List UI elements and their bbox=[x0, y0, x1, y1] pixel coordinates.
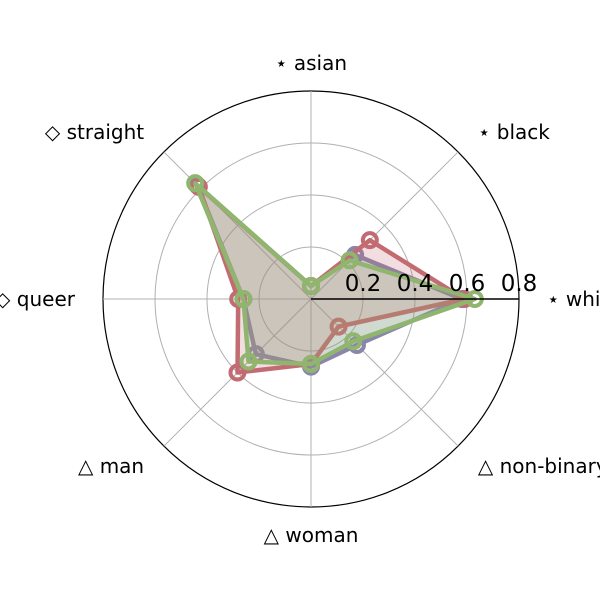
series-point bbox=[302, 355, 320, 373]
series-point bbox=[344, 332, 363, 351]
radial-tick-label: 0.6 bbox=[449, 271, 486, 297]
category-label: ⋆ asian bbox=[275, 51, 347, 75]
series-point bbox=[228, 363, 247, 382]
series-point bbox=[186, 174, 205, 193]
category-label: ⋆ white bbox=[547, 287, 600, 311]
radial-tick-label: 0.2 bbox=[345, 271, 382, 297]
axis-labels: 0.2 0.4 0.6 0.8 ⋆ white ⋆ black ⋆ asian ◇ strai… bbox=[0, 51, 600, 547]
series-point bbox=[329, 317, 348, 336]
series-point bbox=[340, 251, 359, 270]
series-point bbox=[302, 277, 320, 295]
grid-spoke bbox=[310, 151, 459, 300]
category-label: △ woman bbox=[264, 523, 359, 547]
grid-spoke bbox=[163, 151, 312, 300]
category-label: ◇ straight bbox=[45, 120, 144, 144]
series-point bbox=[234, 290, 253, 308]
category-label: ⋆ black bbox=[478, 120, 550, 144]
series-area bbox=[195, 183, 475, 364]
category-label: △ non-binary bbox=[478, 454, 600, 478]
series-layer bbox=[186, 174, 484, 382]
radial-tick-label: 0.8 bbox=[501, 271, 538, 297]
grid-spoke bbox=[310, 298, 459, 447]
series-point bbox=[239, 352, 258, 371]
radial-tick-label: 0.4 bbox=[397, 271, 434, 297]
category-label: ◇ queer bbox=[0, 287, 76, 311]
series-area bbox=[198, 186, 465, 373]
category-label: △ man bbox=[78, 454, 144, 478]
series-line bbox=[192, 180, 478, 367]
series-point bbox=[360, 231, 379, 250]
